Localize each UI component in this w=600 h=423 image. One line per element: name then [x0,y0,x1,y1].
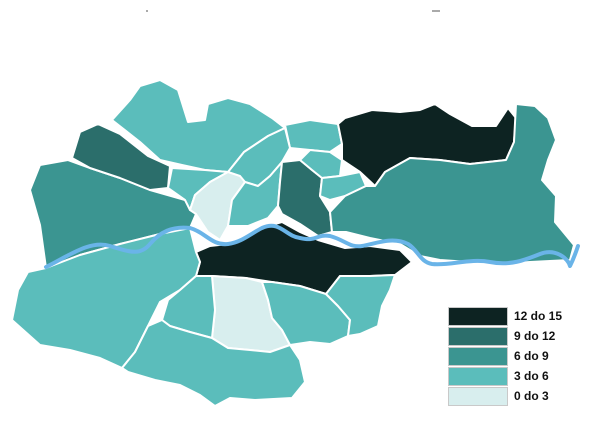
legend-label: 12 do 15 [514,309,563,323]
legend-label: 0 do 3 [514,389,549,403]
legend-swatch [448,326,508,346]
legend-row: 9 do 12 [448,326,578,346]
legend-label: 3 do 6 [514,369,549,383]
vistula-river [44,223,580,269]
legend-row: 12 do 15 [448,306,578,326]
district-center-small-a[interactable] [299,149,343,179]
legend-row: 3 do 6 [448,366,578,386]
district-east-large[interactable] [329,103,575,265]
district-south-right[interactable] [261,281,351,346]
district-south-bottom[interactable] [121,319,306,407]
district-northwest[interactable] [71,123,171,191]
legend-label: 9 do 12 [514,329,556,343]
legend-row: 6 do 9 [448,346,578,366]
district-north-center-small[interactable] [284,119,343,153]
district-south-east[interactable] [325,274,396,337]
legend-swatch [448,306,508,326]
district-north-top[interactable] [111,79,286,173]
legend-swatch [448,386,508,406]
legend-swatch [448,346,508,366]
legend-swatch [448,366,508,386]
legend-label: 6 do 9 [514,349,549,363]
legend-row: 0 do 3 [448,386,578,406]
map-legend: 12 do 15 9 do 12 6 do 9 3 do 6 0 do 3 [448,306,578,406]
